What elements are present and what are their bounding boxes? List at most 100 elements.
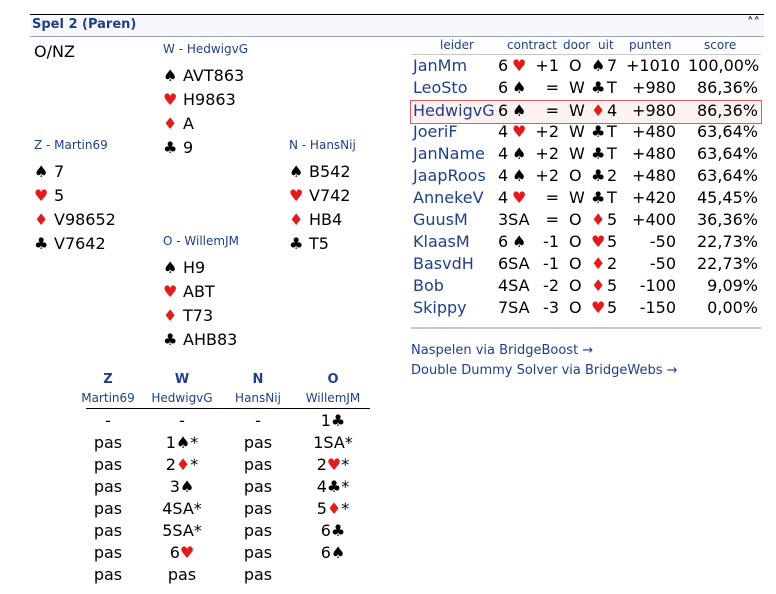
spade-icon: ♠ bbox=[591, 56, 606, 75]
result-score: 36,36% bbox=[696, 210, 758, 229]
results-header-score: score bbox=[704, 38, 737, 52]
heart-icon: ♥ bbox=[512, 56, 527, 75]
hand-south: Z - Martin69 ♠ 7 ♥ 5 ♦ V98652 ♣ V7642 bbox=[34, 138, 116, 256]
result-score: 9,09% bbox=[707, 276, 758, 295]
results-row[interactable]: Skippy 7SA -3 O ♥ 5 -150 0,00% bbox=[411, 298, 761, 320]
bid-cell: 6♥ bbox=[169, 543, 195, 562]
hand-west-diamonds: ♦ A bbox=[163, 112, 248, 136]
heart-icon: ♥ bbox=[179, 543, 195, 562]
result-leader[interactable]: KlaasM bbox=[413, 232, 470, 251]
result-leader[interactable]: JanName bbox=[413, 144, 485, 163]
results-row[interactable]: JoeriF 4 ♥ +2 W ♣ T +480 63,64% bbox=[411, 122, 761, 144]
results-row[interactable]: KlaasM 6 ♠ -1 O ♥ 5 -50 22,73% bbox=[411, 232, 761, 254]
result-lead-card: 5 bbox=[607, 276, 618, 295]
spade-icon: ♠ bbox=[175, 433, 191, 452]
result-contract-level: 4 bbox=[498, 122, 509, 141]
result-declarer: O bbox=[569, 232, 582, 251]
diamond-icon: ♦ bbox=[591, 254, 606, 273]
bid-cell: 6♠ bbox=[320, 543, 346, 562]
bid-cell: 2♥* bbox=[316, 455, 350, 474]
dealer-vulnerability: O/NZ bbox=[34, 42, 75, 61]
spade-icon: ♠ bbox=[163, 66, 178, 85]
results-row[interactable]: AnnekeV 4 ♥ = W ♣ T +420 45,45% bbox=[411, 188, 761, 210]
results-row[interactable]: Bob 4SA -2 O ♦ 5 -100 9,09% bbox=[411, 276, 761, 298]
result-leader[interactable]: JanMm bbox=[413, 56, 468, 75]
result-declarer: W bbox=[569, 101, 585, 120]
bid-cell: pas bbox=[93, 543, 123, 562]
hand-south-spades: ♠ 7 bbox=[34, 160, 116, 184]
result-score: 22,73% bbox=[696, 232, 758, 251]
result-declarer: O bbox=[569, 166, 582, 185]
club-icon: ♣ bbox=[163, 330, 178, 349]
diamond-icon: ♦ bbox=[34, 210, 49, 229]
result-leader[interactable]: AnnekeV bbox=[413, 188, 484, 207]
hand-east: O - WillemJM ♠ H9 ♥ ABT ♦ T73 ♣ AHB83 bbox=[163, 234, 239, 352]
results-row[interactable]: JanMm 6 ♥ +1 O ♠ 7 +1010 100,00% bbox=[411, 56, 761, 78]
club-icon: ♣ bbox=[326, 477, 342, 496]
result-tricks: -3 bbox=[543, 298, 559, 317]
bid-cell: pas bbox=[243, 521, 273, 540]
results-row[interactable]: BasvdH 6SA -1 O ♦ 2 -50 22,73% bbox=[411, 254, 761, 276]
bidding-header-direction: W bbox=[174, 372, 190, 387]
heart-icon: ♥ bbox=[326, 455, 342, 474]
hand-west: W - HedwigvG ♠ AVT863 ♥ H9863 ♦ A ♣ 9 bbox=[163, 42, 248, 160]
result-leader[interactable]: Skippy bbox=[413, 298, 467, 317]
result-tricks: = bbox=[545, 101, 559, 120]
bid-cell: pas bbox=[93, 521, 123, 540]
result-points: +480 bbox=[632, 122, 676, 141]
hand-east-label: O - WillemJM bbox=[163, 234, 239, 248]
result-tricks: -1 bbox=[543, 254, 559, 273]
bid-cell: pas bbox=[93, 565, 123, 584]
result-declarer: O bbox=[569, 210, 582, 229]
double-dummy-link[interactable]: Double Dummy Solver via BridgeWebs → bbox=[411, 363, 678, 378]
hand-north-clubs: ♣ T5 bbox=[289, 232, 356, 256]
results-header: leider contract door uit punten score bbox=[411, 38, 761, 55]
results-row[interactable]: LeoSto 6 ♠ = W ♣ T +980 86,36% bbox=[411, 78, 761, 100]
results-row[interactable]: JanName 4 ♠ +2 W ♣ T +480 63,64% bbox=[411, 144, 761, 166]
result-leader[interactable]: JaapRoos bbox=[413, 166, 486, 185]
result-points: +980 bbox=[632, 78, 676, 97]
board-title: Spel 2 (Paren) bbox=[32, 17, 137, 32]
hand-south-label: Z - Martin69 bbox=[34, 138, 108, 152]
results-row[interactable]: HedwigvG 6 ♠ = W ♦ 4 +980 86,36% bbox=[410, 100, 762, 124]
spade-icon: ♠ bbox=[34, 162, 49, 181]
result-declarer: O bbox=[569, 276, 582, 295]
spade-icon: ♠ bbox=[163, 258, 178, 277]
result-lead-card: 4 bbox=[607, 101, 618, 120]
bidding-header-direction: N bbox=[252, 372, 264, 387]
result-score: 22,73% bbox=[696, 254, 758, 273]
hand-west-hearts: ♥ H9863 bbox=[163, 88, 248, 112]
hand-north-spades: ♠ B542 bbox=[289, 160, 356, 184]
result-contract-level: 4 bbox=[498, 188, 509, 207]
bid-cell: pas bbox=[243, 477, 273, 496]
result-points: -100 bbox=[639, 276, 676, 295]
hand-west-clubs: ♣ 9 bbox=[163, 136, 248, 160]
result-leader[interactable]: GuusM bbox=[413, 210, 468, 229]
board-header: Spel 2 (Paren) ˄˄ bbox=[30, 14, 764, 37]
result-leader[interactable]: JoeriF bbox=[413, 122, 458, 141]
results-row[interactable]: JaapRoos 4 ♠ +2 O ♣ 2 +480 63,64% bbox=[411, 166, 761, 188]
result-contract-level: 4SA bbox=[498, 276, 530, 295]
spade-icon: ♠ bbox=[512, 144, 527, 163]
result-tricks: -1 bbox=[543, 232, 559, 251]
result-leader[interactable]: HedwigvG bbox=[413, 101, 495, 120]
result-points: -150 bbox=[639, 298, 676, 317]
result-contract-level: 6 bbox=[498, 56, 509, 75]
bid-cell: 4SA* bbox=[162, 499, 202, 518]
club-icon: ♣ bbox=[163, 138, 178, 157]
bid-cell: 5SA* bbox=[162, 521, 202, 540]
result-lead-card: 5 bbox=[607, 210, 618, 229]
result-leader[interactable]: BasvdH bbox=[413, 254, 474, 273]
diamond-icon: ♦ bbox=[591, 276, 606, 295]
result-declarer: W bbox=[569, 188, 585, 207]
spade-icon: ♠ bbox=[330, 543, 346, 562]
results-row[interactable]: GuusM 3SA = O ♦ 5 +400 36,36% bbox=[411, 210, 761, 232]
double-chevron-up-icon[interactable]: ˄˄ bbox=[747, 16, 760, 31]
naspelen-link[interactable]: Naspelen via BridgeBoost → bbox=[411, 343, 594, 358]
bidding-header-direction: O bbox=[327, 372, 339, 387]
bid-cell: pas bbox=[243, 499, 273, 518]
result-leader[interactable]: Bob bbox=[413, 276, 444, 295]
result-leader[interactable]: LeoSto bbox=[413, 78, 468, 97]
result-contract-level: 6 bbox=[498, 101, 509, 120]
result-contract-level: 7SA bbox=[498, 298, 530, 317]
